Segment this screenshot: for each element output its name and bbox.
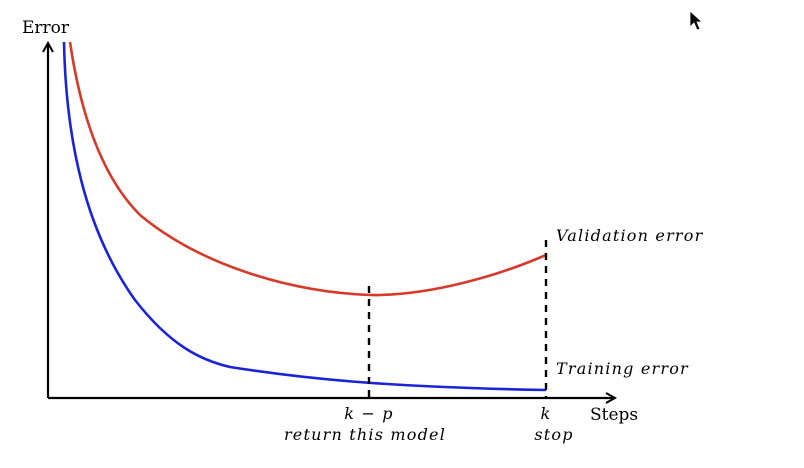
validation-error-label: Validation error <box>556 226 704 245</box>
marker-k-minus-p-label: k − p <box>344 404 394 423</box>
validation-error-curve <box>68 41 547 297</box>
marker-k-minus-p-caption: return this model <box>284 425 446 444</box>
marker-k-caption: stop <box>534 425 573 444</box>
training-error-label: Training error <box>556 359 689 378</box>
training-error-curve <box>62 41 547 392</box>
mouse-cursor-icon <box>689 10 704 31</box>
y-axis-label: Error <box>22 18 70 38</box>
x-axis-label: Steps <box>590 405 638 425</box>
marker-k-label: k <box>541 404 552 423</box>
